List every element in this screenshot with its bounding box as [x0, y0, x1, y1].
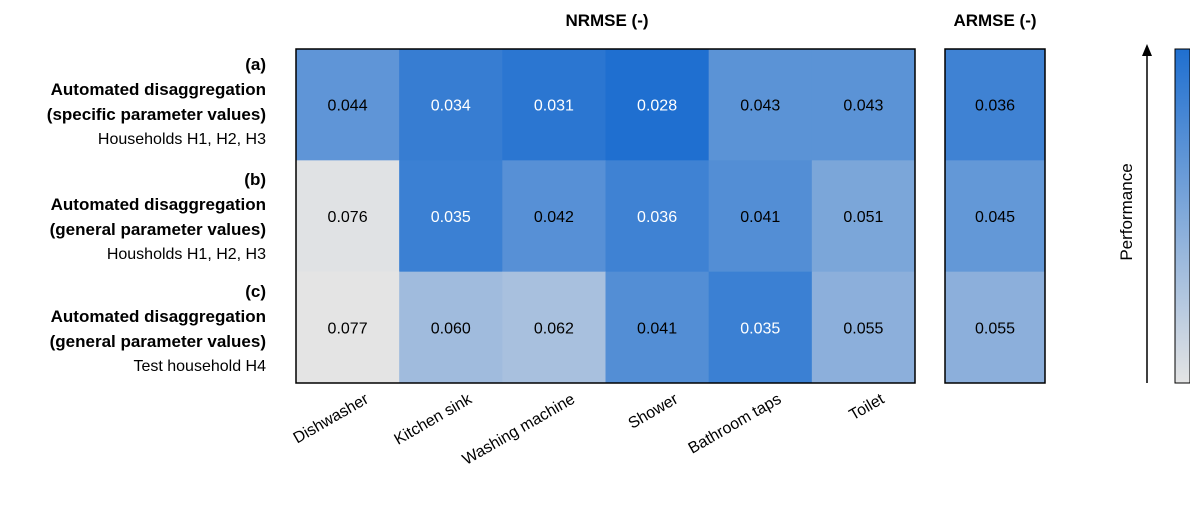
heatmap-cell — [399, 160, 503, 273]
heatmap-cell — [811, 49, 916, 161]
armse-cell — [945, 160, 1045, 273]
heatmap-cell — [296, 49, 400, 161]
row-households: Housholds H1, H2, H3 — [107, 246, 266, 263]
cell-value-label: 0.044 — [328, 98, 368, 115]
heatmap-cell — [605, 49, 710, 161]
x-tick-label: Toilet — [847, 390, 888, 424]
x-tick-label: Shower — [626, 390, 682, 432]
armse-cell — [945, 271, 1045, 384]
row-households: Households H1, H2, H3 — [98, 131, 266, 148]
row-method: Automated disaggregation — [51, 80, 266, 99]
cell-value-label: 0.035 — [431, 209, 471, 226]
heatmap-cell — [708, 49, 813, 161]
heatmap-cell — [605, 160, 710, 273]
row-label-a: (a) Automated disaggregation (specific p… — [47, 55, 266, 148]
cell-value-label: 0.042 — [534, 209, 574, 226]
cell-value-label: 0.043 — [843, 98, 883, 115]
heatmap-cell — [811, 160, 916, 273]
nrmse-frame — [295, 48, 916, 384]
nrmse-title: NRMSE (-) — [565, 11, 648, 30]
cell-value-label: 0.051 — [843, 209, 883, 226]
armse-value-label: 0.055 — [975, 320, 1015, 337]
cell-value-label: 0.077 — [328, 320, 368, 337]
heatmap-cell — [399, 271, 503, 384]
cell-value-label: 0.028 — [637, 98, 677, 115]
x-tick-label: Dishwasher — [291, 390, 372, 447]
cell-value-label: 0.036 — [637, 209, 677, 226]
armse-title: ARMSE (-) — [953, 11, 1036, 30]
cell-value-label: 0.035 — [740, 320, 780, 337]
row-tag: (a) — [245, 55, 266, 74]
cell-value-label: 0.041 — [740, 209, 780, 226]
row-tag: (b) — [244, 170, 266, 189]
armse-value-label: 0.036 — [975, 98, 1015, 115]
armse-cells: 0.036 0.045 0.055 — [945, 49, 1045, 384]
row-method: Automated disaggregation — [51, 195, 266, 214]
row-method: Automated disaggregation — [51, 307, 266, 326]
x-tick-label: Kitchen sink — [392, 390, 476, 448]
x-tick-label: Bathroom taps — [686, 391, 785, 458]
row-label-c: (c) Automated disaggregation (general pa… — [50, 282, 266, 375]
heatmap-cell — [708, 271, 813, 384]
cell-value-label: 0.043 — [740, 98, 780, 115]
heatmap-cell — [502, 49, 606, 161]
cell-value-label: 0.060 — [431, 320, 471, 337]
nrmse-cells: 0.044 0.034 0.031 0.028 0.043 0.043 0.076 0.035… — [296, 49, 916, 384]
armse-frame — [944, 48, 1046, 384]
cell-value-label: 0.076 — [328, 209, 368, 226]
row-parameters: (specific parameter values) — [47, 105, 266, 124]
cell-value-label: 0.062 — [534, 320, 574, 337]
cell-value-label: 0.031 — [534, 98, 574, 115]
armse-value-label: 0.045 — [975, 209, 1015, 226]
heatmap-cell — [296, 271, 400, 384]
heatmap-cell — [502, 160, 606, 273]
performance-arrow-head-icon — [1142, 44, 1152, 56]
cell-value-label: 0.041 — [637, 320, 677, 337]
heatmap-cell — [605, 271, 710, 384]
heatmap-cell — [708, 160, 813, 273]
row-parameters: (general parameter values) — [50, 332, 266, 351]
armse-cell — [945, 49, 1045, 161]
performance-label: Performance — [1117, 163, 1136, 260]
x-tick-label: Washing machine — [460, 391, 578, 469]
performance-colorbar — [1174, 48, 1190, 384]
cell-value-label: 0.055 — [843, 320, 883, 337]
row-households: Test household H4 — [133, 358, 266, 375]
row-label-b: (b) Automated disaggregation (general pa… — [50, 170, 266, 263]
heatmap-cell — [399, 49, 503, 161]
heatmap-cell — [811, 271, 916, 384]
row-parameters: (general parameter values) — [50, 220, 266, 239]
row-tag: (c) — [245, 282, 266, 301]
heatmap-cell — [296, 160, 400, 273]
heatmap-cell — [502, 271, 606, 384]
cell-value-label: 0.034 — [431, 98, 471, 115]
